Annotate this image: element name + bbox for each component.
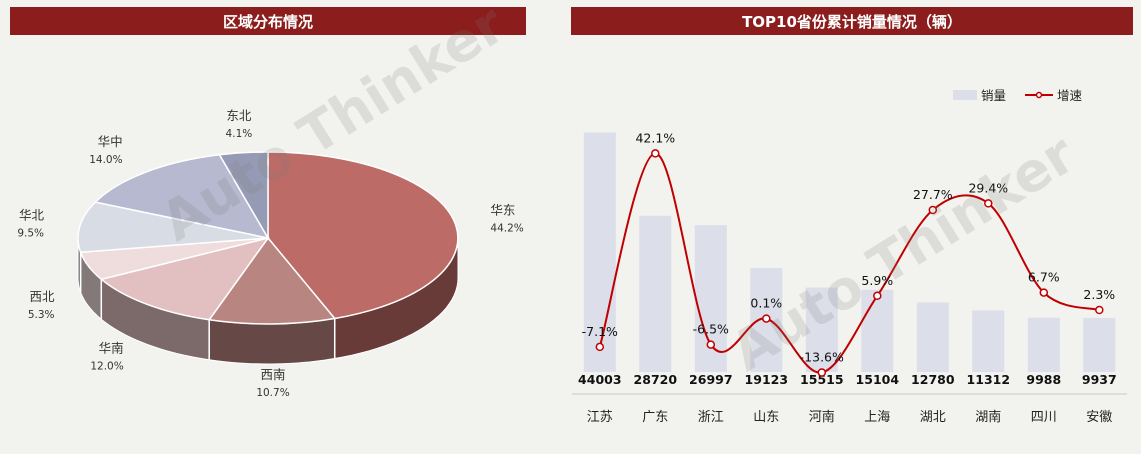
- bar-value-labels: 44003 28720 26997 19123 15515 15104 12780 11312…: [578, 372, 1117, 387]
- top10-provinces-panel: TOP10省份累计销量情况（辆） 44003 28720 26997 19123 155…: [563, 0, 1141, 454]
- growth-label: 2.3%: [1083, 287, 1115, 302]
- legend-label-增速: 增速: [1057, 88, 1083, 103]
- growth-line: [598, 152, 1100, 374]
- pie-value-label: 10.7%: [256, 387, 289, 399]
- pie-value-label: 9.5%: [17, 228, 44, 240]
- pie-slice-华中[interactable]: [93, 153, 270, 240]
- bar-安徽[interactable]: [1083, 317, 1116, 372]
- bar-value-label: 15104: [856, 372, 900, 387]
- x-tick-label: 广东: [642, 410, 668, 425]
- bar-value-label: 12780: [911, 372, 955, 387]
- bar-四川[interactable]: [1027, 317, 1060, 372]
- growth-point-安徽[interactable]: [1095, 305, 1104, 315]
- pie-label: 华中: [98, 134, 123, 149]
- region-distribution-title: 区域分布情况: [10, 7, 526, 35]
- bar-浙江[interactable]: [694, 225, 727, 372]
- x-tick-label: 湖南: [975, 409, 1001, 425]
- growth-label: 0.1%: [750, 296, 782, 311]
- pie-label: 华北: [19, 208, 45, 223]
- x-tick-label: 江苏: [587, 409, 613, 425]
- growth-label: 42.1%: [635, 130, 675, 145]
- line-series-增速: -7.1% 42.1% -6.5% 0.1% -13.6% 5.9% 27.7% 29.4% 6…: [582, 130, 1115, 377]
- pie-label: 西北: [29, 289, 55, 304]
- growth-label: -6.5%: [693, 322, 729, 337]
- legend-label-销量: 销量: [981, 88, 1006, 103]
- pie-chart: 华东 44.2% 西南 10.7% 华南 12.0% 西北 5.3% 华北 9.5% 华中 14.0%…: [17, 108, 523, 399]
- pie-value-label: 44.2%: [490, 222, 523, 234]
- pie-slices: [77, 151, 459, 325]
- growth-point-湖南[interactable]: [984, 199, 993, 208]
- pie-slice-西南[interactable]: [207, 236, 337, 325]
- growth-label: 29.4%: [968, 180, 1008, 195]
- growth-point-上海[interactable]: [873, 291, 882, 301]
- bar-湖南[interactable]: [972, 310, 1005, 373]
- x-tick-label: 山东: [753, 410, 779, 425]
- x-tick-label: 安徽: [1086, 410, 1112, 425]
- growth-label: -7.1%: [582, 324, 618, 339]
- x-tick-label: 河南: [809, 409, 835, 425]
- pie-side-西南: [208, 317, 336, 365]
- growth-point-河南[interactable]: [817, 368, 827, 377]
- growth-point-浙江[interactable]: [706, 340, 716, 349]
- growth-label: -13.6%: [800, 350, 844, 365]
- pie-label: 西南: [260, 367, 285, 382]
- bar-广东[interactable]: [639, 215, 672, 372]
- bar-江苏[interactable]: [583, 132, 616, 372]
- bar-河南[interactable]: [805, 287, 838, 372]
- bar-湖北[interactable]: [916, 302, 949, 373]
- pie-value-label: 5.3%: [28, 309, 55, 321]
- pie-value-label: 14.0%: [89, 154, 122, 166]
- pie-label: 华南: [99, 340, 124, 355]
- growth-point-山东[interactable]: [762, 314, 771, 323]
- pie-value-label: 4.1%: [226, 128, 253, 140]
- bar-value-label: 9937: [1082, 372, 1117, 387]
- bar-value-label: 28720: [634, 372, 678, 387]
- bar-value-label: 15515: [800, 372, 844, 387]
- growth-point-四川[interactable]: [1039, 288, 1049, 297]
- x-axis-labels: 江苏 广东 浙江 山东 河南 上海 湖北 湖南 四川 安徽: [587, 409, 1113, 425]
- pie-slice-华东[interactable]: [267, 151, 459, 320]
- bar-line-chart: 44003 28720 26997 19123 15515 15104 12780 11312…: [572, 88, 1127, 425]
- bar-value-label: 19123: [745, 372, 789, 387]
- pie-slice-华南[interactable]: [99, 236, 270, 321]
- bar-value-label: 11312: [967, 372, 1011, 387]
- bar-series-销量: [583, 132, 1116, 373]
- pie-labels: 华东 44.2% 西南 10.7% 华南 12.0% 西北 5.3% 华北 9.5% 华中 14.0%…: [17, 108, 523, 399]
- bar-value-label: 44003: [578, 372, 622, 387]
- legend-swatch-销量: [953, 90, 977, 100]
- growth-point-湖北[interactable]: [928, 205, 938, 215]
- growth-point-广东[interactable]: [651, 149, 660, 158]
- x-tick-label: 湖北: [920, 410, 946, 425]
- x-tick-label: 浙江: [698, 410, 724, 425]
- legend: 销量 增速: [953, 88, 1083, 103]
- x-tick-label: 四川: [1031, 410, 1057, 425]
- growth-label: 27.7%: [913, 187, 953, 202]
- pie-slice-华北[interactable]: [77, 201, 269, 254]
- pie-value-label: 12.0%: [90, 360, 123, 372]
- bar-上海[interactable]: [861, 289, 894, 372]
- bar-value-label: 9988: [1026, 372, 1061, 387]
- region-distribution-panel: 区域分布情况 华东 44.2% 西南 10.7% 华南 12.0% 西北 5.3% 华北 9.5%…: [0, 0, 540, 454]
- top10-provinces-title: TOP10省份累计销量情况（辆）: [571, 7, 1133, 35]
- growth-label: 6.7%: [1028, 270, 1060, 285]
- bar-value-label: 26997: [689, 372, 733, 387]
- growth-point-江苏[interactable]: [595, 342, 605, 352]
- growth-label: 5.9%: [861, 273, 893, 288]
- pie-label: 东北: [226, 108, 252, 123]
- pie-label: 华东: [490, 202, 515, 217]
- x-tick-label: 上海: [864, 410, 890, 425]
- legend-marker-增速: [1035, 91, 1043, 99]
- pie-slice-东北[interactable]: [218, 151, 269, 241]
